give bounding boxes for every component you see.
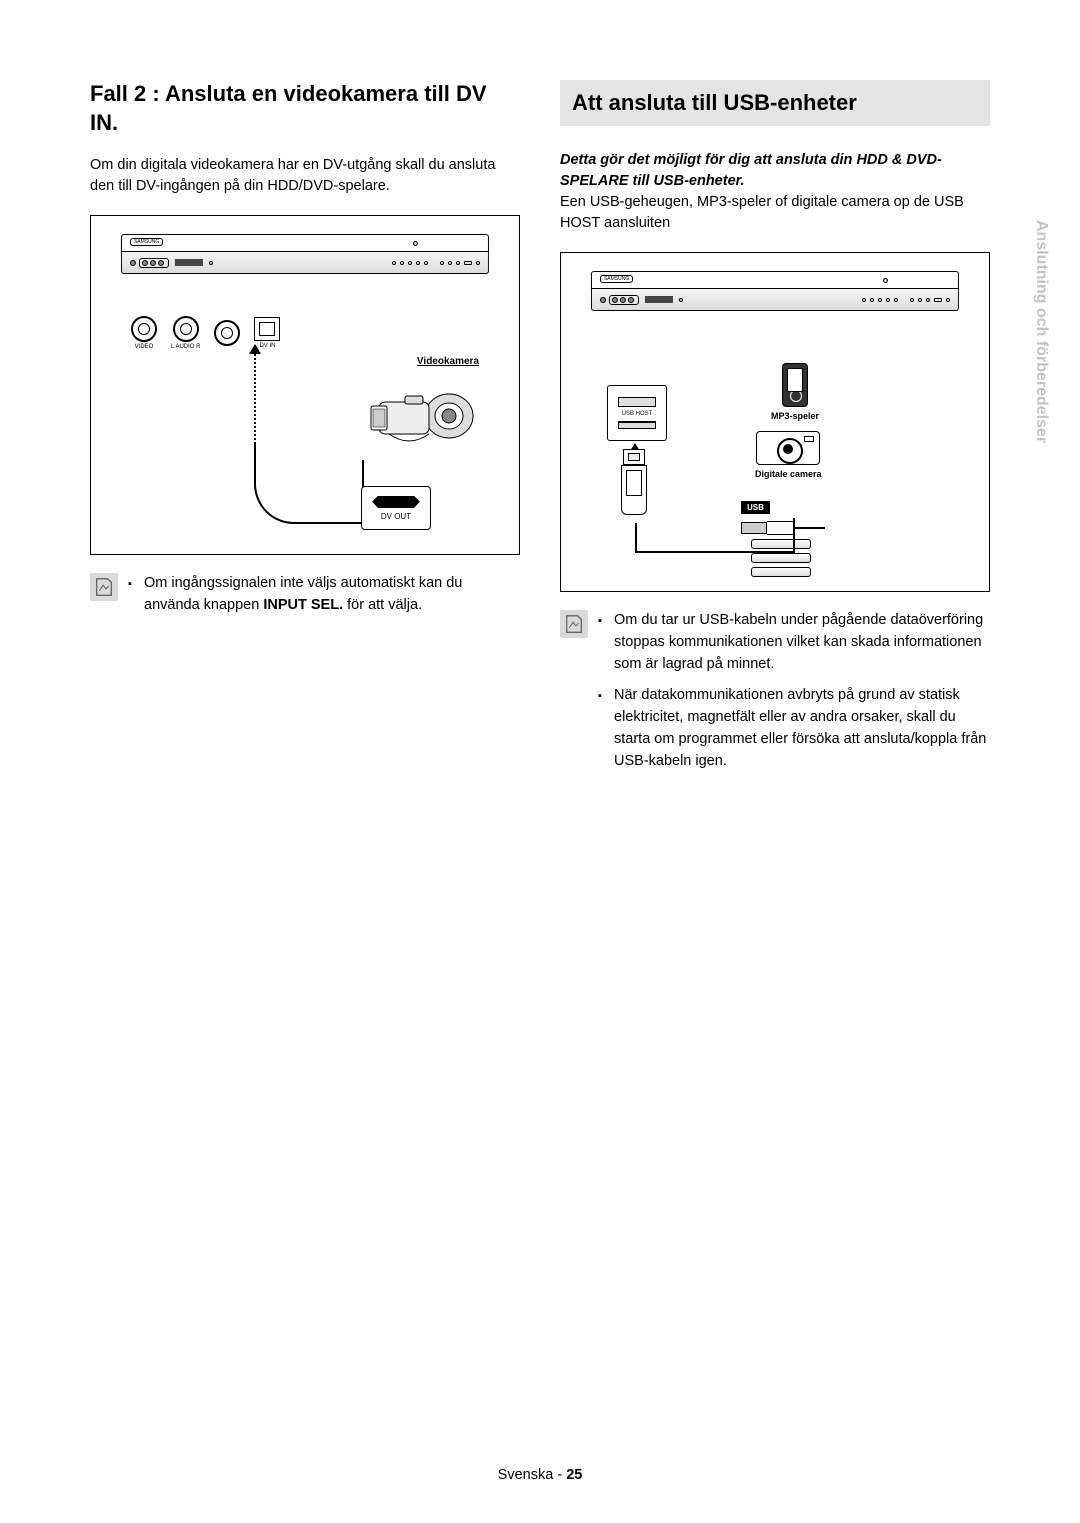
- camcorder-label: Videokamera: [359, 356, 479, 367]
- dvd-player-illustration: SAMSUNG: [591, 271, 959, 319]
- usb-connector-illustration: [741, 521, 825, 535]
- left-intro: Om din digitala videokamera har en DV-ut…: [90, 155, 520, 197]
- mp3-player-illustration: [782, 363, 808, 407]
- tip-item: Om ingångssignalen inte väljs automatisk…: [128, 573, 520, 617]
- page: Fall 2 : Ansluta en videokamera till DV …: [0, 0, 1080, 1523]
- dv-in-port: [254, 317, 280, 341]
- note-icon: [560, 610, 588, 638]
- left-heading: Fall 2 : Ansluta en videokamera till DV …: [90, 80, 520, 137]
- right-tip: Om du tar ur USB-kabeln under pågående d…: [560, 610, 990, 782]
- note-icon: [90, 573, 118, 601]
- page-footer: Svenska - 25: [90, 1427, 990, 1483]
- brand-label: SAMSUNG: [130, 238, 163, 246]
- dv-out-box: DV OUT: [361, 486, 431, 530]
- section-side-label: Anslutning och förberedelser: [1032, 220, 1050, 443]
- camcorder-illustration: [359, 376, 479, 456]
- right-lead-bold: Detta gör det möjligt för dig att anslut…: [560, 152, 942, 189]
- camera-label: Digitale camera: [755, 469, 822, 479]
- right-diagram: SAMSUNG: [560, 252, 990, 592]
- right-lead-text: Een USB-geheugen, MP3-speler of digitale…: [560, 194, 964, 231]
- tip-item: Om du tar ur USB-kabeln under pågående d…: [598, 610, 990, 675]
- usb-hub-illustration: [751, 539, 811, 579]
- left-tip: Om ingångssignalen inte väljs automatisk…: [90, 573, 520, 627]
- dvd-player-illustration: SAMSUNG: [121, 234, 489, 282]
- right-column: Att ansluta till USB-enheter Detta gör d…: [560, 80, 990, 782]
- brand-label: SAMSUNG: [600, 275, 633, 283]
- mp3-label: MP3-speler: [771, 411, 819, 421]
- usb-stick-illustration: [621, 449, 647, 519]
- digital-camera-illustration: [756, 431, 820, 465]
- tip-item: När datakommunikationen avbryts på grund…: [598, 685, 990, 772]
- right-heading: Att ansluta till USB-enheter: [560, 80, 990, 126]
- usb-label: USB: [741, 501, 770, 514]
- left-column: Fall 2 : Ansluta en videokamera till DV …: [90, 80, 520, 782]
- left-diagram: SAMSUNG: [90, 215, 520, 555]
- usb-host-port: USB HOST: [607, 385, 667, 441]
